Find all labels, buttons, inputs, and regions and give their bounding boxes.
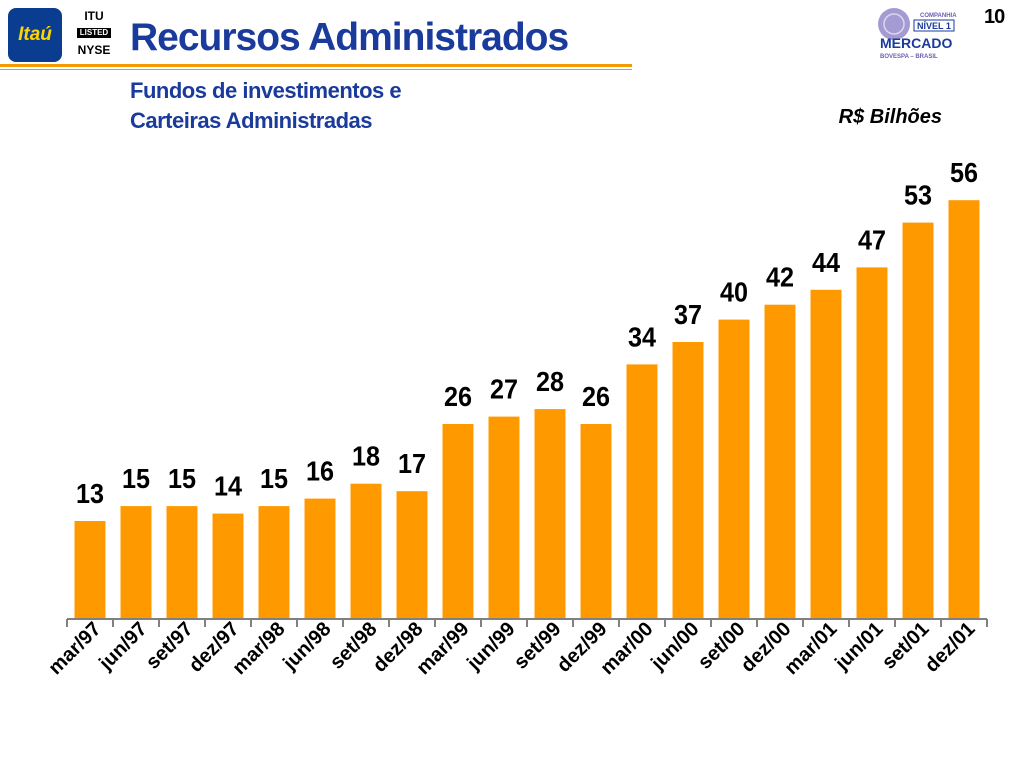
bar-jun-98 bbox=[304, 498, 336, 618]
bar-set-01 bbox=[902, 222, 934, 618]
bar-value-label: 44 bbox=[812, 247, 840, 278]
x-tick-label: jun/99 bbox=[462, 618, 519, 675]
bar-value-label: 28 bbox=[536, 366, 564, 397]
bar-mar-01 bbox=[810, 289, 842, 618]
mercado-logo-company: COMPANHIA bbox=[920, 13, 957, 19]
bar-set-00 bbox=[718, 319, 750, 618]
bar-value-label: 15 bbox=[168, 463, 196, 494]
bar-jun-97 bbox=[120, 506, 152, 618]
bar-dez-01 bbox=[948, 200, 980, 618]
bars-layer bbox=[74, 200, 980, 618]
x-tick-label: mar/97 bbox=[44, 618, 105, 679]
x-tick-label: mar/01 bbox=[780, 618, 841, 679]
bar-jun-00 bbox=[672, 342, 704, 618]
x-axis: mar/97jun/97set/97dez/97mar/98jun/98set/… bbox=[44, 618, 988, 679]
itau-logo: Itaú bbox=[8, 8, 62, 62]
x-tick-label: jun/00 bbox=[646, 618, 703, 675]
mercado-logo-mercado: MERCADO bbox=[880, 35, 952, 51]
bar-value-label: 16 bbox=[306, 456, 334, 487]
bar-mar-98 bbox=[258, 506, 290, 618]
bar-value-label: 26 bbox=[582, 381, 610, 412]
bar-value-label: 17 bbox=[398, 448, 426, 479]
x-tick-label: jun/97 bbox=[94, 618, 151, 675]
x-tick-label: jun/98 bbox=[278, 618, 335, 675]
bar-value-label: 27 bbox=[490, 374, 518, 405]
bar-dez-97 bbox=[212, 513, 244, 618]
value-labels-layer: 13 15 15 14 15 16 18 17 26 27 28 26 34 37 40 42 44 47 53 56 bbox=[76, 157, 978, 509]
nyse-logo-ticker: ITU bbox=[84, 9, 104, 23]
page-number: 10 bbox=[984, 6, 1005, 28]
subtitle-line-1: Fundos de investimentos e bbox=[130, 78, 402, 103]
bar-value-label: 56 bbox=[950, 157, 978, 188]
title-rule bbox=[0, 64, 632, 67]
bar-value-label: 18 bbox=[352, 441, 380, 472]
bar-value-label: 47 bbox=[858, 224, 886, 255]
nyse-logo-listed: LISTED bbox=[76, 28, 112, 38]
page-subtitle: Fundos de investimentos e Carteiras Admi… bbox=[130, 76, 402, 136]
bar-set-97 bbox=[166, 506, 198, 618]
bar-dez-99 bbox=[580, 424, 612, 618]
bar-set-98 bbox=[350, 483, 382, 618]
x-tick-label: mar/98 bbox=[228, 618, 289, 679]
bar-value-label: 15 bbox=[260, 463, 288, 494]
bar-value-label: 14 bbox=[214, 471, 242, 502]
mercado-logo-level: NÍVEL 1 bbox=[917, 21, 951, 31]
novo-mercado-logo: COMPANHIA NÍVEL 1 MERCADO BOVESPA – BRAS… bbox=[878, 8, 957, 60]
bar-mar-00 bbox=[626, 364, 658, 618]
title-rule-thin bbox=[0, 69, 632, 70]
bar-mar-97 bbox=[74, 521, 106, 618]
bar-jun-01 bbox=[856, 267, 888, 618]
bar-value-label: 13 bbox=[76, 478, 104, 509]
bar-value-label: 15 bbox=[122, 463, 150, 494]
unit-label: R$ Bilhões bbox=[838, 106, 942, 128]
bar-dez-98 bbox=[396, 491, 428, 618]
bar-value-label: 26 bbox=[444, 381, 472, 412]
bar-set-99 bbox=[534, 409, 566, 618]
bar-value-label: 34 bbox=[628, 321, 656, 352]
itau-logo-text: Itaú bbox=[18, 24, 52, 45]
bar-value-label: 53 bbox=[904, 180, 932, 211]
x-tick-label: mar/00 bbox=[596, 618, 657, 679]
bar-value-label: 42 bbox=[766, 262, 794, 293]
bar-value-label: 40 bbox=[720, 277, 748, 308]
nyse-logo-exchange: NYSE bbox=[77, 43, 111, 57]
mercado-logo-circle bbox=[878, 8, 910, 40]
x-tick-label: jun/01 bbox=[830, 618, 887, 675]
page-title: Recursos Administrados bbox=[130, 16, 569, 59]
bar-dez-00 bbox=[764, 304, 796, 618]
subtitle-line-2: Carteiras Administradas bbox=[130, 108, 373, 133]
bar-value-label: 37 bbox=[674, 299, 702, 330]
bar-mar-99 bbox=[442, 424, 474, 618]
x-tick-label: mar/99 bbox=[412, 618, 473, 679]
bar-jun-99 bbox=[488, 416, 520, 618]
nyse-listed-logo: ITU LISTED NYSE bbox=[73, 10, 115, 56]
x-tick-label: dez/01 bbox=[921, 618, 980, 677]
mercado-logo-bovespa: BOVESPA – BRASIL bbox=[880, 54, 938, 60]
